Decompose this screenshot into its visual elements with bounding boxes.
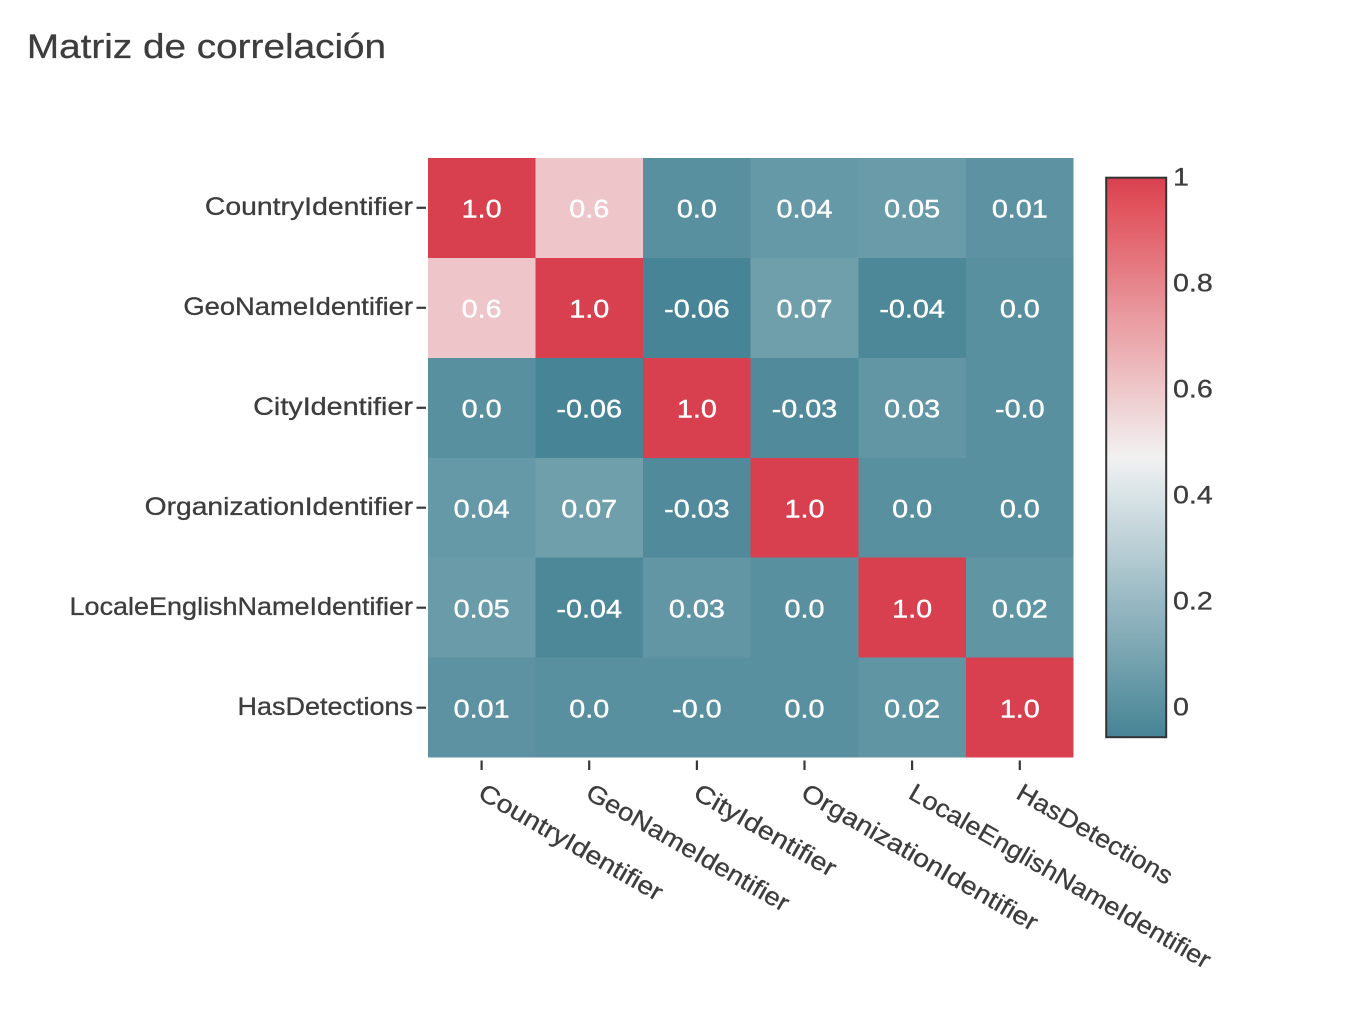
svg-text:1.0: 1.0 xyxy=(1000,695,1040,723)
svg-text:0.03: 0.03 xyxy=(669,595,725,623)
svg-text:0.05: 0.05 xyxy=(454,595,510,623)
svg-text:CountryIdentifier: CountryIdentifier xyxy=(205,193,413,221)
svg-text:LocaleEnglishNameIdentifier: LocaleEnglishNameIdentifier xyxy=(70,592,414,621)
svg-text:-0.04: -0.04 xyxy=(556,595,622,623)
svg-text:0.6: 0.6 xyxy=(569,195,609,223)
svg-text:0.6: 0.6 xyxy=(462,295,502,323)
svg-text:-0.0: -0.0 xyxy=(995,395,1045,423)
svg-text:1.0: 1.0 xyxy=(462,195,502,223)
svg-text:-0.06: -0.06 xyxy=(664,295,730,323)
svg-text:0.04: 0.04 xyxy=(454,495,510,523)
svg-text:HasDetections: HasDetections xyxy=(238,692,413,721)
svg-text:0.0: 0.0 xyxy=(785,695,825,723)
svg-text:CityIdentifier: CityIdentifier xyxy=(253,393,413,421)
svg-text:0.0: 0.0 xyxy=(892,495,932,523)
svg-text:Matriz de correlación: Matriz de correlación xyxy=(27,27,386,66)
svg-text:0.0: 0.0 xyxy=(569,695,609,723)
svg-text:0.02: 0.02 xyxy=(992,595,1048,623)
svg-text:0.0: 0.0 xyxy=(1000,495,1040,523)
svg-text:GeoNameIdentifier: GeoNameIdentifier xyxy=(183,292,413,321)
svg-text:0.01: 0.01 xyxy=(992,195,1048,223)
svg-text:1.0: 1.0 xyxy=(677,395,717,423)
svg-text:0.8: 0.8 xyxy=(1173,269,1213,297)
svg-text:1.0: 1.0 xyxy=(892,595,932,623)
svg-text:0.0: 0.0 xyxy=(462,395,502,423)
svg-text:1.0: 1.0 xyxy=(569,295,609,323)
svg-text:0.0: 0.0 xyxy=(785,595,825,623)
svg-text:1.0: 1.0 xyxy=(785,495,825,523)
svg-text:-0.06: -0.06 xyxy=(556,395,622,423)
svg-text:-0.03: -0.03 xyxy=(772,395,838,423)
svg-text:1: 1 xyxy=(1173,163,1189,191)
svg-text:0.2: 0.2 xyxy=(1173,587,1213,615)
svg-text:CountryIdentifier: CountryIdentifier xyxy=(474,778,668,906)
svg-text:0.0: 0.0 xyxy=(1000,295,1040,323)
svg-text:0.01: 0.01 xyxy=(454,695,510,723)
svg-text:-0.0: -0.0 xyxy=(672,695,722,723)
svg-text:0.0: 0.0 xyxy=(677,195,717,223)
svg-text:0.02: 0.02 xyxy=(884,695,940,723)
svg-text:0.04: 0.04 xyxy=(777,195,833,223)
svg-text:0.05: 0.05 xyxy=(884,195,940,223)
svg-text:-0.03: -0.03 xyxy=(664,495,730,523)
svg-text:0.6: 0.6 xyxy=(1173,375,1213,403)
svg-text:0.03: 0.03 xyxy=(884,395,940,423)
svg-text:GeoNameIdentifier: GeoNameIdentifier xyxy=(581,778,794,918)
svg-text:0.4: 0.4 xyxy=(1173,481,1213,509)
svg-text:-0.04: -0.04 xyxy=(879,295,945,323)
svg-text:0.07: 0.07 xyxy=(777,295,833,323)
svg-text:0: 0 xyxy=(1173,693,1189,721)
svg-text:OrganizationIdentifier: OrganizationIdentifier xyxy=(145,492,413,520)
svg-text:0.07: 0.07 xyxy=(561,495,617,523)
